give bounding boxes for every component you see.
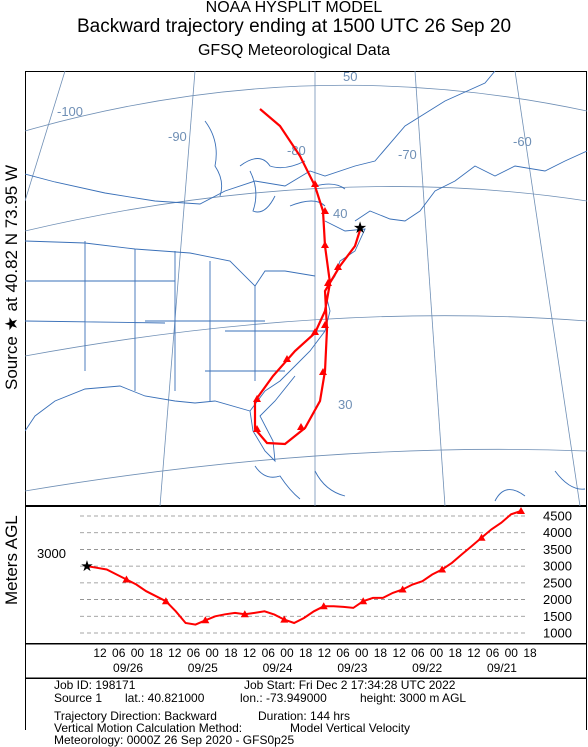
hour-tick-label: 06 xyxy=(187,646,201,660)
lon-label-60: -60 xyxy=(513,134,532,149)
hour-tick-label: 00 xyxy=(280,646,294,660)
profile-marker xyxy=(240,610,249,618)
lon-label-70: -70 xyxy=(398,147,417,162)
trajectory-map: -100 -90 -80 -70 -60 50 40 30 ★ xyxy=(25,71,587,506)
profile-marker xyxy=(438,565,447,573)
job-id: Job ID: 198171 xyxy=(54,678,136,692)
source-number: Source 1 xyxy=(54,691,103,705)
date-tick-label: 09/25 xyxy=(188,661,218,675)
source-lat: lat.: 40.821000 xyxy=(125,691,205,705)
coastlines-borders xyxy=(25,71,587,502)
profile-marker xyxy=(359,597,368,605)
hour-tick-label: 18 xyxy=(224,646,238,660)
lon-label-100: -100 xyxy=(57,104,83,119)
run-info-box: Job ID: 198171 Job Start: Fri Dec 2 17:3… xyxy=(25,678,587,747)
hour-tick-label: 00 xyxy=(205,646,219,660)
lat-label-50: 50 xyxy=(343,71,357,84)
profile-axis-label: 2500 xyxy=(543,575,572,590)
source-lon: lon.: -73.949000 xyxy=(240,691,327,705)
profile-axis-label: 1000 xyxy=(543,626,572,641)
profile-marker xyxy=(161,597,170,605)
hour-tick-label: 06 xyxy=(486,646,500,660)
lat-label-40: 40 xyxy=(333,206,347,221)
trajectory-markers xyxy=(253,180,342,432)
profile-marker xyxy=(319,602,328,610)
source-height: height: 3000 m AGL xyxy=(360,691,467,705)
profile-marker xyxy=(122,575,131,583)
map-frame xyxy=(25,71,587,506)
hour-tick-label: 18 xyxy=(374,646,388,660)
profile-axis-label: 4000 xyxy=(543,525,572,540)
date-tick-label: 09/21 xyxy=(487,661,517,675)
time-axis: 12 06 00 18 12 06 00 18 12 06 00 18 12 06 00 18 12 06 00 18… xyxy=(25,644,587,678)
job-start: Job Start: Fri Dec 2 17:34:28 UTC 2022 xyxy=(244,678,456,692)
graticule xyxy=(25,71,587,506)
hour-tick-label: 12 xyxy=(467,646,481,660)
vertical-method-value: Model Vertical Velocity xyxy=(290,721,411,735)
start-height-label: 3000 xyxy=(37,546,66,561)
profile-source-star-icon: ★ xyxy=(80,557,93,575)
hour-tick-label: 00 xyxy=(355,646,369,660)
date-tick-label: 09/26 xyxy=(113,661,143,675)
date-tick-label: 09/23 xyxy=(337,661,367,675)
hour-tick-label: 00 xyxy=(430,646,444,660)
profile-marker xyxy=(477,533,486,541)
hour-tick-label: 06 xyxy=(336,646,350,660)
profile-axis-label: 3500 xyxy=(543,542,572,557)
hour-tick-label: 12 xyxy=(318,646,332,660)
profile-line xyxy=(86,510,522,626)
hour-tick-label: 00 xyxy=(131,646,145,660)
profile-frame xyxy=(25,506,587,644)
model-title: NOAA HYSPLIT MODEL xyxy=(205,0,383,16)
hour-tick-label: 06 xyxy=(112,646,126,660)
trajectory-direction: Trajectory Direction: Backward xyxy=(54,709,217,723)
hour-tick-label: 06 xyxy=(262,646,276,660)
hour-tick-label: 18 xyxy=(149,646,163,660)
date-tick-label: 09/22 xyxy=(412,661,442,675)
source-location-label: Source ★ at 40.82 N 73.95 W xyxy=(2,164,21,390)
profile-marker xyxy=(398,585,407,593)
lon-label-90: -90 xyxy=(168,129,187,144)
profile-marker xyxy=(517,506,525,514)
date-tick-label: 09/24 xyxy=(263,661,293,675)
hour-tick-label: 00 xyxy=(505,646,519,660)
profile-axis-label: 2000 xyxy=(543,592,572,607)
hour-tick-label: 12 xyxy=(243,646,257,660)
profile-axis-label: 3000 xyxy=(543,559,572,574)
trajectory-title: Backward trajectory ending at 1500 UTC 2… xyxy=(76,16,512,37)
hour-tick-label: 06 xyxy=(411,646,425,660)
hour-tick-label: 12 xyxy=(93,646,107,660)
hour-tick-label: 18 xyxy=(299,646,313,660)
meters-agl-label: Meters AGL xyxy=(2,515,21,605)
source-star-icon: ★ xyxy=(353,218,367,237)
meteorology-title: GFSQ Meteorological Data xyxy=(197,42,391,59)
hour-tick-label: 18 xyxy=(449,646,463,660)
lat-label-30: 30 xyxy=(338,397,352,412)
profile-marker xyxy=(201,616,210,624)
profile-markers xyxy=(122,506,525,624)
hour-tick-label: 12 xyxy=(392,646,406,660)
profile-axis-label: 1500 xyxy=(543,609,572,624)
meteorology-info: Meteorology: 0000Z 26 Sep 2020 - GFS0p25 xyxy=(54,733,295,747)
profile-marker xyxy=(280,615,289,623)
hour-tick-label: 18 xyxy=(523,646,537,660)
hour-tick-label: 12 xyxy=(168,646,182,660)
profile-axis-label: 4500 xyxy=(543,509,572,524)
duration: Duration: 144 hrs xyxy=(258,709,351,723)
